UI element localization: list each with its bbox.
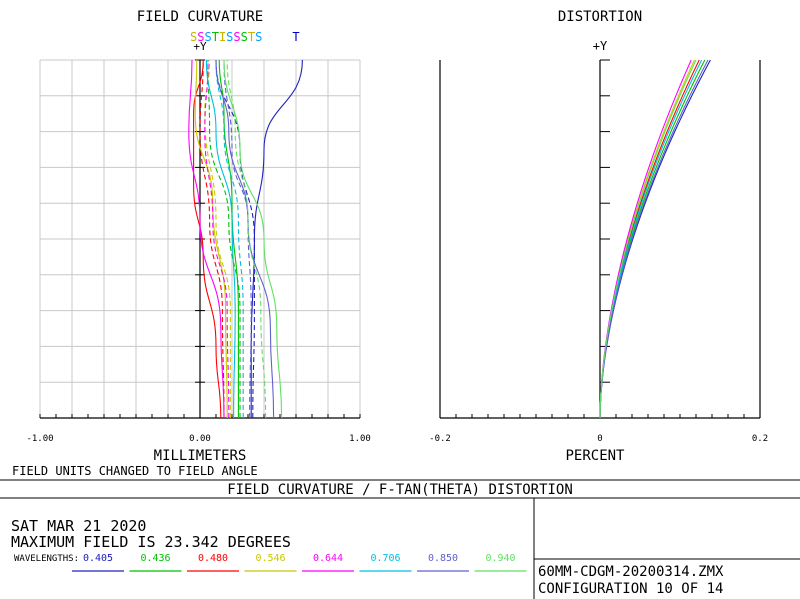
x-tick-label: -0.2: [429, 434, 451, 444]
field-units-note: FIELD UNITS CHANGED TO FIELD ANGLE: [12, 464, 258, 478]
distortion-series: [599, 59, 700, 419]
plot-title: FIELD CURVATURE / F-TAN(THETA) DISTORTIO…: [227, 482, 573, 498]
distortion-y-label: +Y: [593, 39, 608, 53]
distortion-x-label: PERCENT: [565, 448, 625, 464]
max-field-text: MAXIMUM FIELD IS 23.342 DEGREES: [11, 533, 291, 551]
distortion-series: [599, 59, 703, 419]
header-letter: S: [204, 30, 211, 44]
header-letter: S: [233, 30, 240, 44]
field-curvature-x-label: MILLIMETERS: [154, 448, 247, 464]
field-curvature-series: [215, 59, 255, 419]
field-curvature-series: [226, 59, 267, 419]
distortion-series: [599, 59, 711, 419]
x-tick-label: 0.00: [189, 434, 211, 444]
info-box: [0, 479, 800, 599]
wavelengths-label: WAVELENGTHS:: [14, 554, 79, 564]
distortion-series: [599, 59, 706, 419]
date-text: SAT MAR 21 2020: [11, 517, 146, 535]
wavelength-value: 0.405: [83, 553, 113, 564]
field-curvature-title: FIELD CURVATURE: [137, 9, 263, 25]
field-curvature-series: [199, 59, 225, 419]
header-letter: T: [212, 30, 219, 44]
distortion-series: [599, 59, 697, 419]
distortion-series: [599, 59, 709, 419]
field-curvature-curves: [188, 59, 303, 419]
field-curvature-series: [204, 59, 231, 418]
header-letter: S: [190, 30, 197, 44]
distortion-series: [599, 59, 695, 419]
wavelength-value: 0.436: [140, 553, 170, 564]
wavelength-value: 0.644: [313, 553, 343, 564]
field-curvature-x-ticks: -1.00 0.00 1.00: [26, 434, 370, 444]
distortion-frame: [439, 59, 761, 419]
wavelength-legend: 0.405 0.436 0.480 0.546 0.644 0.706 0.850 0.940: [72, 553, 527, 572]
distortion-x-ticks: -0.2 0 0.2: [429, 434, 768, 444]
configuration-text: CONFIGURATION 10 OF 14: [538, 581, 723, 597]
x-tick-label: 0: [597, 434, 602, 444]
file-name: 60MM-CDGM-20200314.ZMX: [538, 564, 724, 580]
header-letter: S: [197, 30, 204, 44]
field-curvature-series: [223, 59, 252, 419]
distortion-series: [599, 59, 692, 419]
field-curvature-series: [204, 59, 230, 419]
x-tick-label: 1.00: [349, 434, 371, 444]
field-curvature-series: [215, 59, 244, 418]
header-letter: I: [219, 30, 226, 44]
field-curvature-series: [188, 59, 225, 419]
wavelength-value: 0.850: [428, 553, 458, 564]
wavelength-value: 0.480: [198, 553, 228, 564]
header-letter: T: [248, 30, 255, 44]
x-tick-label: 0.2: [752, 434, 768, 444]
wavelength-value: 0.940: [485, 553, 515, 564]
field-curvature-legend-letters: SSSTISSSTS T: [190, 30, 300, 44]
field-curvature-series: [223, 59, 283, 419]
field-curvature-y-label: +Y: [193, 40, 207, 53]
header-letter: S: [226, 30, 233, 44]
x-tick-label: -1.00: [26, 434, 53, 444]
wavelength-value: 0.546: [255, 553, 285, 564]
wavelength-value: 0.706: [370, 553, 400, 564]
field-curvature-series: [205, 59, 236, 419]
header-letter: S: [241, 30, 248, 44]
header-letter: T: [292, 30, 299, 44]
header-letter: S: [255, 30, 262, 44]
field-curvature-series: [207, 59, 241, 418]
distortion-curves: [599, 59, 711, 419]
distortion-title: DISTORTION: [558, 9, 642, 25]
